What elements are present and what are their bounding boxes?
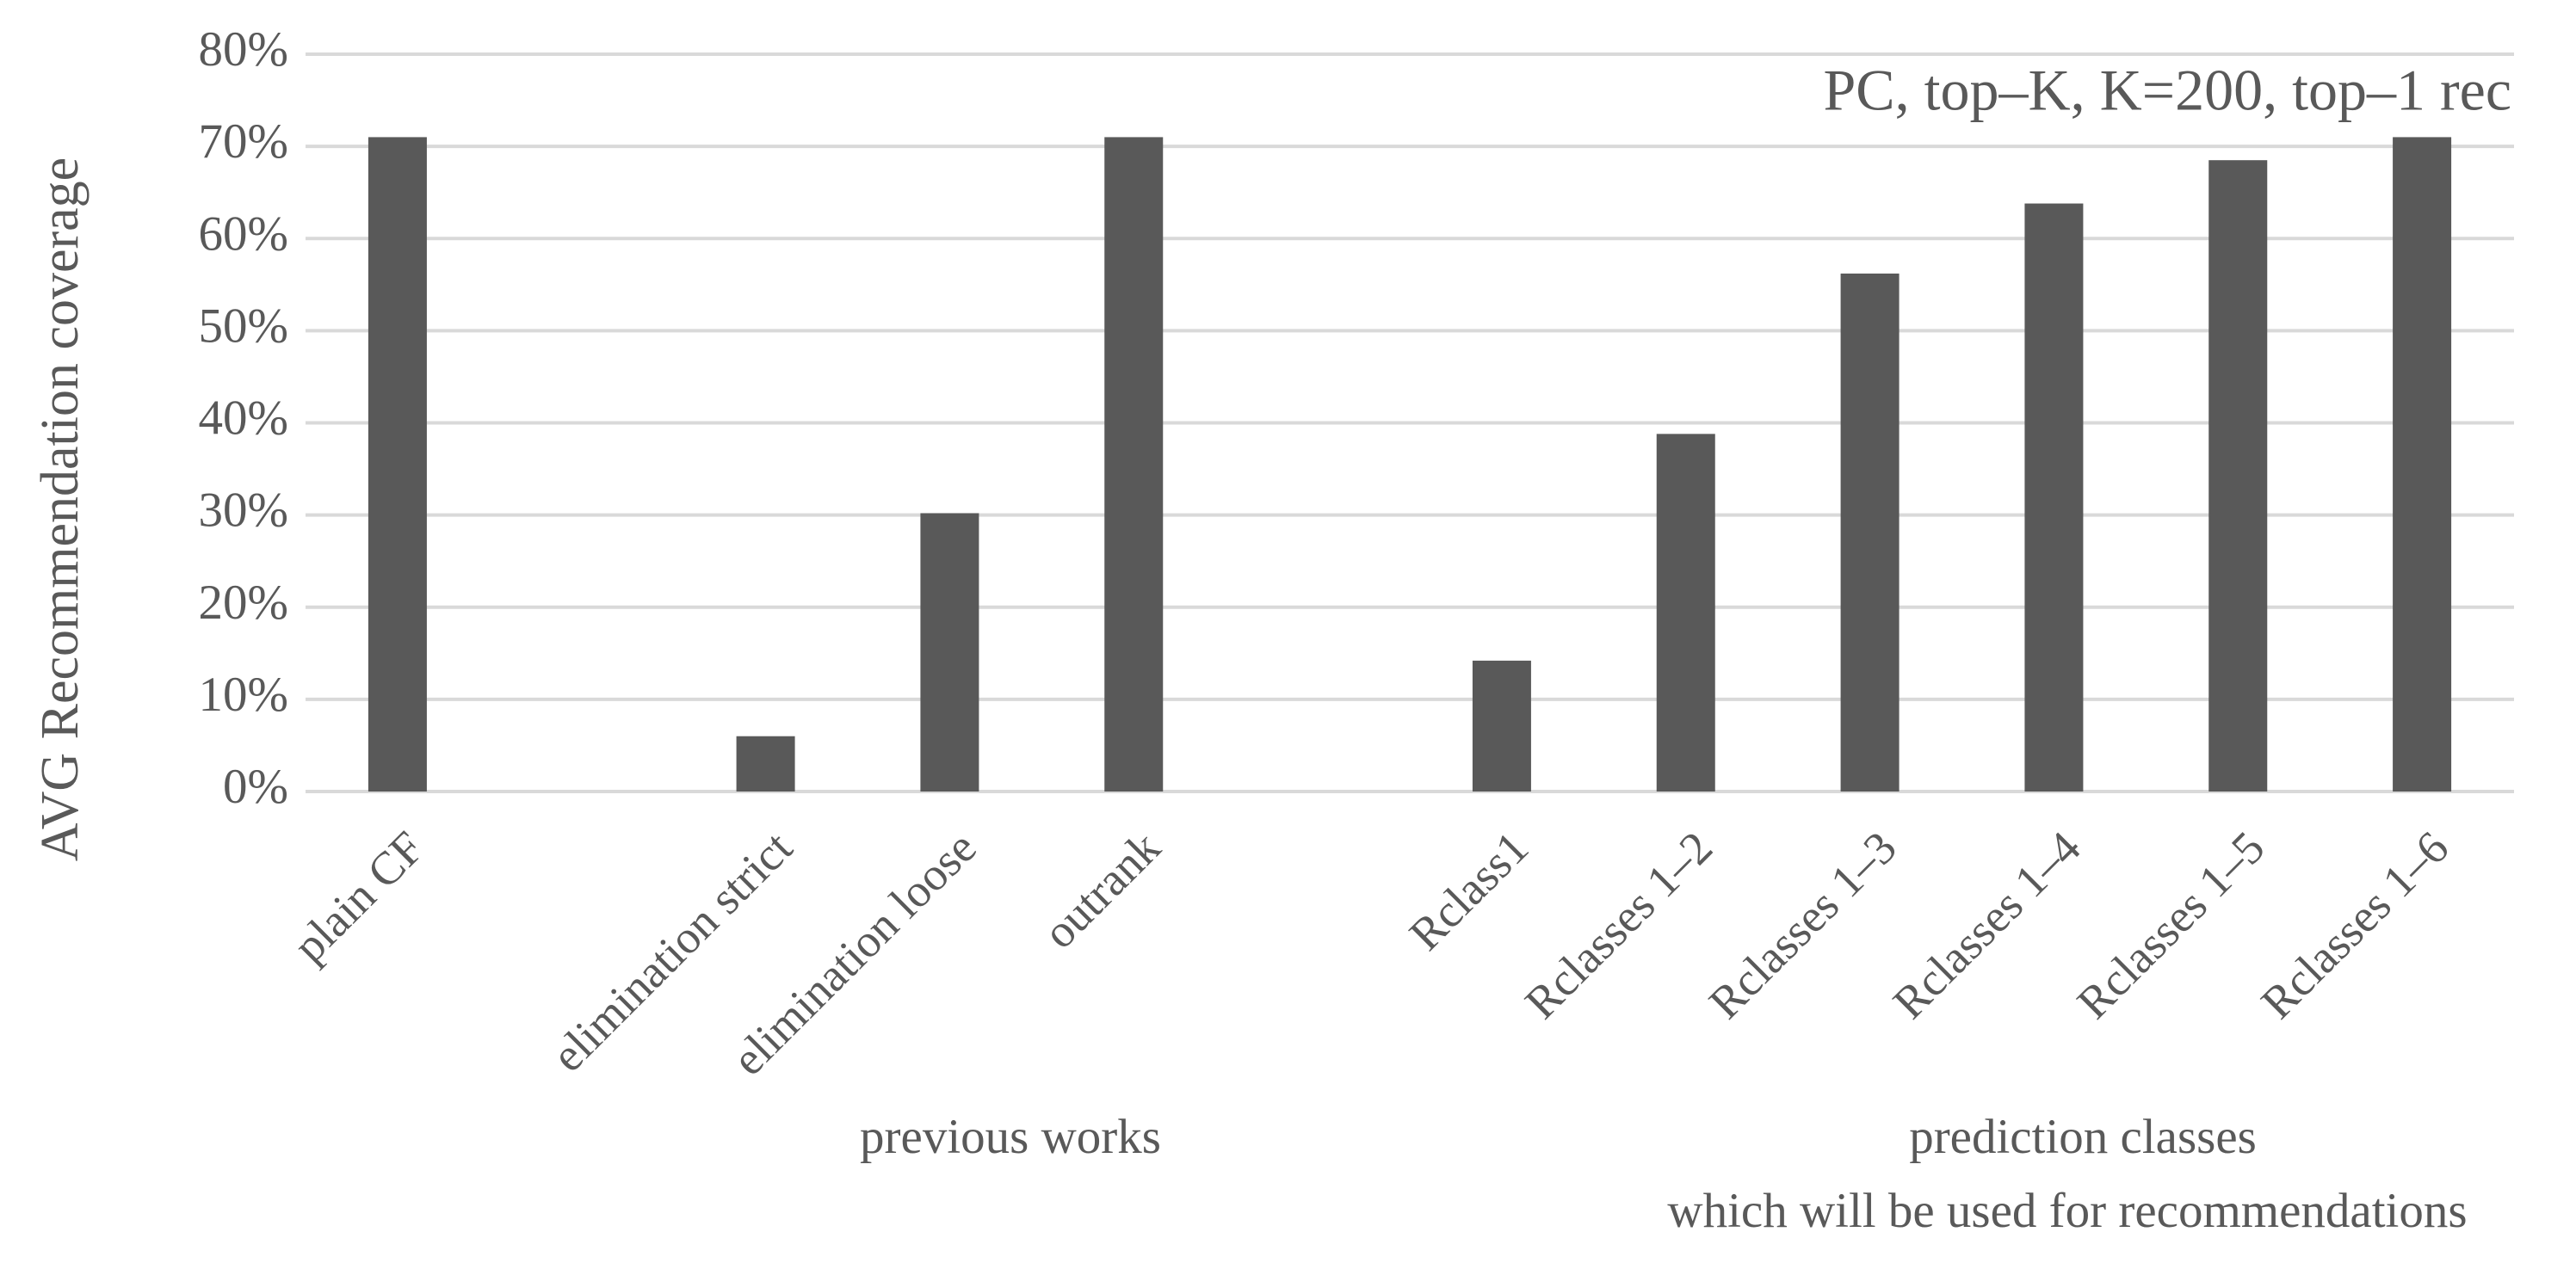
x-tick-label: Rclasses 1–2: [1515, 822, 1722, 1029]
bar: [2208, 160, 2268, 792]
x-tick-label: Rclasses 1–5: [2067, 822, 2275, 1029]
bar: [1840, 273, 1900, 792]
bar: [2393, 137, 2452, 792]
x-tick-label: outrank: [1033, 822, 1170, 958]
bar: [1472, 660, 1531, 792]
y-tick-label: 40%: [199, 391, 288, 446]
x-tick-label: Rclasses 1–3: [1699, 822, 1906, 1029]
y-tick-label: 10%: [199, 668, 288, 722]
bar: [1656, 434, 1715, 792]
y-axis-label: AVG Recommendation coverage: [31, 157, 90, 861]
bar: [2024, 203, 2084, 792]
y-tick-label: 20%: [199, 576, 288, 630]
y-tick-label: 60%: [199, 206, 288, 261]
y-tick-label: 50%: [199, 299, 288, 353]
x-tick-label: Rclasses 1–6: [2252, 822, 2459, 1029]
x-tick-label: Rclass1: [1399, 822, 1538, 960]
group-label: prediction classes: [1909, 1110, 2257, 1164]
bar: [736, 736, 795, 792]
bar: [920, 513, 979, 792]
y-tick-label: 70%: [199, 114, 288, 169]
annotation: PC, top–K, K=200, top–1 rec: [1823, 58, 2511, 123]
group-label: previous works: [860, 1110, 1161, 1164]
group-label: which will be used for recommendations: [1667, 1184, 2467, 1238]
y-tick-label: 80%: [199, 22, 288, 77]
y-tick-label: 0%: [223, 760, 288, 814]
x-tick-label: Rclasses 1–4: [1883, 822, 2091, 1029]
y-tick-label: 30%: [199, 484, 288, 538]
x-tick-label: plain CF: [283, 822, 434, 972]
bar: [1104, 137, 1164, 792]
bar: [368, 137, 427, 792]
